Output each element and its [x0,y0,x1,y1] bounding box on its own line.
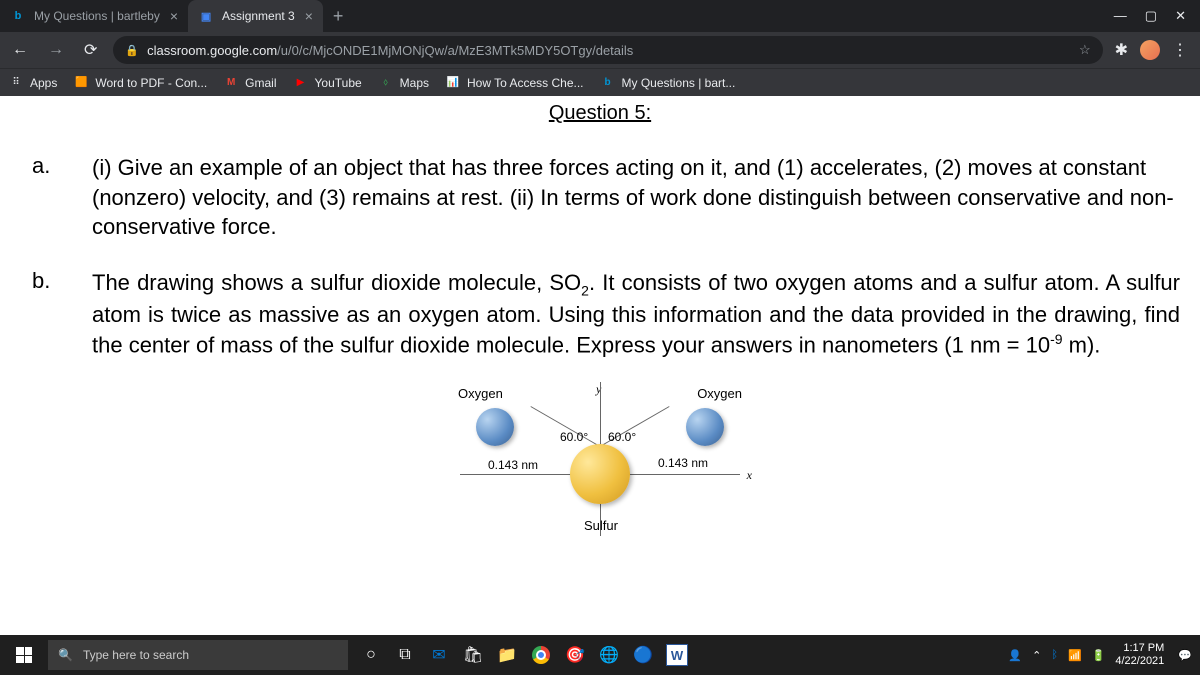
favicon-b: b [10,8,26,24]
app-icon-1[interactable]: 🎯 [560,640,590,670]
maximize-button[interactable]: ▢ [1145,8,1157,24]
favicon-classroom: ▣ [198,8,214,24]
cortana-icon[interactable]: ○ [356,640,386,670]
tab-title: My Questions | bartleby [34,9,160,23]
browser-toolbar: ← → ⟳ 🔒 classroom.google.com/u/0/c/MjcON… [0,32,1200,68]
howto-icon: 📊 [445,75,461,91]
windows-taskbar: 🔍 Type here to search ○ ⧉ ✉ 🛍 📁 🎯 🌐 🔵 W … [0,635,1200,675]
youtube-icon: ▶ [293,75,309,91]
bookmark-maps[interactable]: ⬨Maps [378,75,429,91]
oxygen-label-right: Oxygen [697,386,742,401]
gmail-icon: M [223,75,239,91]
word-icon[interactable]: W [662,640,692,670]
people-icon[interactable]: 👤 [1008,649,1022,662]
address-bar[interactable]: 🔒 classroom.google.com/u/0/c/MjcONDE1MjM… [113,36,1102,64]
taskview-icon[interactable]: ⧉ [390,640,420,670]
extensions-icon[interactable]: ✱ [1115,40,1128,60]
explorer-icon[interactable]: 📁 [492,640,522,670]
angle-left: 60.0° [560,430,588,444]
apps-button[interactable]: ⠿Apps [8,75,57,91]
clock[interactable]: 1:17 PM 4/22/2021 [1115,642,1168,668]
mail-icon[interactable]: ✉ [424,640,454,670]
extension-icons: ✱ ⋮ [1115,40,1192,60]
oxygen-label-left: Oxygen [458,386,503,401]
bookmark-youtube[interactable]: ▶YouTube [293,75,362,91]
sulfur-label: Sulfur [584,518,618,533]
question-b-text: The drawing shows a sulfur dioxide molec… [92,268,1180,360]
close-icon[interactable]: × [303,6,315,26]
notifications-icon[interactable]: 💬 [1178,649,1192,662]
x-axis-label: x [747,468,752,483]
sulfur-atom [570,444,630,504]
bookmark-howto[interactable]: 📊How To Access Che... [445,75,584,91]
back-button[interactable]: ← [8,37,32,63]
question-a-text: (i) Give an example of an object that ha… [92,153,1180,242]
wifi-icon[interactable]: 📶 [1068,649,1082,662]
so2-diagram: Oxygen Oxygen y x 60.0° 60.0° 0.143 nm 0… [460,386,740,586]
question-letter-a: a. [32,153,92,242]
oxygen-atom-right [686,408,724,446]
forward-button[interactable]: → [44,37,68,63]
question-heading: Question 5: [0,102,1200,125]
windows-icon [16,647,32,663]
bookmarks-bar: ⠿Apps 🟧Word to PDF - Con... MGmail ▶YouT… [0,68,1200,96]
question-b: b. The drawing shows a sulfur dioxide mo… [0,268,1200,360]
page-content: Question 5: a. (i) Give an example of an… [0,96,1200,586]
new-tab-button[interactable]: + [323,6,354,27]
url-text: classroom.google.com/u/0/c/MjcONDE1MjMON… [147,43,633,58]
bluetooth-icon[interactable]: ᛒ [1051,649,1058,661]
bookmark-star-icon[interactable]: ☆ [1079,42,1091,58]
taskbar-search[interactable]: 🔍 Type here to search [48,640,348,670]
oxygen-atom-left [476,408,514,446]
bartleby-icon: b [600,75,616,91]
taskbar-apps: ○ ⧉ ✉ 🛍 📁 🎯 🌐 🔵 W [356,640,692,670]
chrome-icon[interactable] [526,640,556,670]
reload-button[interactable]: ⟳ [80,36,101,64]
bond-length-right: 0.143 nm [658,456,708,470]
bookmark-wordpdf[interactable]: 🟧Word to PDF - Con... [73,75,207,91]
window-controls: — ▢ ✕ [1114,8,1200,24]
search-icon: 🔍 [58,648,73,662]
store-icon[interactable]: 🛍 [458,640,488,670]
start-button[interactable] [0,647,48,663]
clock-date: 4/22/2021 [1115,655,1164,668]
app-icon-3[interactable]: 🔵 [628,640,658,670]
profile-avatar[interactable] [1140,40,1160,60]
lock-icon: 🔒 [125,44,139,57]
question-letter-b: b. [32,268,92,360]
close-icon[interactable]: × [168,6,180,26]
bookmark-bartleby[interactable]: bMy Questions | bart... [600,75,736,91]
bond-length-left: 0.143 nm [488,458,538,472]
close-window-button[interactable]: ✕ [1175,8,1186,24]
wordpdf-icon: 🟧 [73,75,89,91]
tab-bartleby[interactable]: b My Questions | bartleby × [0,0,188,32]
clock-time: 1:17 PM [1115,642,1164,655]
tray-chevron-icon[interactable]: ⌃ [1032,649,1041,662]
question-a: a. (i) Give an example of an object that… [0,153,1200,242]
angle-right: 60.0° [608,430,636,444]
battery-icon[interactable]: 🔋 [1092,649,1106,662]
search-placeholder: Type here to search [83,648,189,662]
apps-icon: ⠿ [8,75,24,91]
menu-icon[interactable]: ⋮ [1172,40,1188,60]
app-icon-2[interactable]: 🌐 [594,640,624,670]
tab-title: Assignment 3 [222,9,295,23]
minimize-button[interactable]: — [1114,8,1127,24]
bookmark-gmail[interactable]: MGmail [223,75,276,91]
system-tray: 👤 ⌃ ᛒ 📶 🔋 1:17 PM 4/22/2021 💬 [1008,642,1200,668]
maps-icon: ⬨ [378,75,394,91]
tab-assignment[interactable]: ▣ Assignment 3 × [188,0,323,32]
browser-titlebar: b My Questions | bartleby × ▣ Assignment… [0,0,1200,32]
